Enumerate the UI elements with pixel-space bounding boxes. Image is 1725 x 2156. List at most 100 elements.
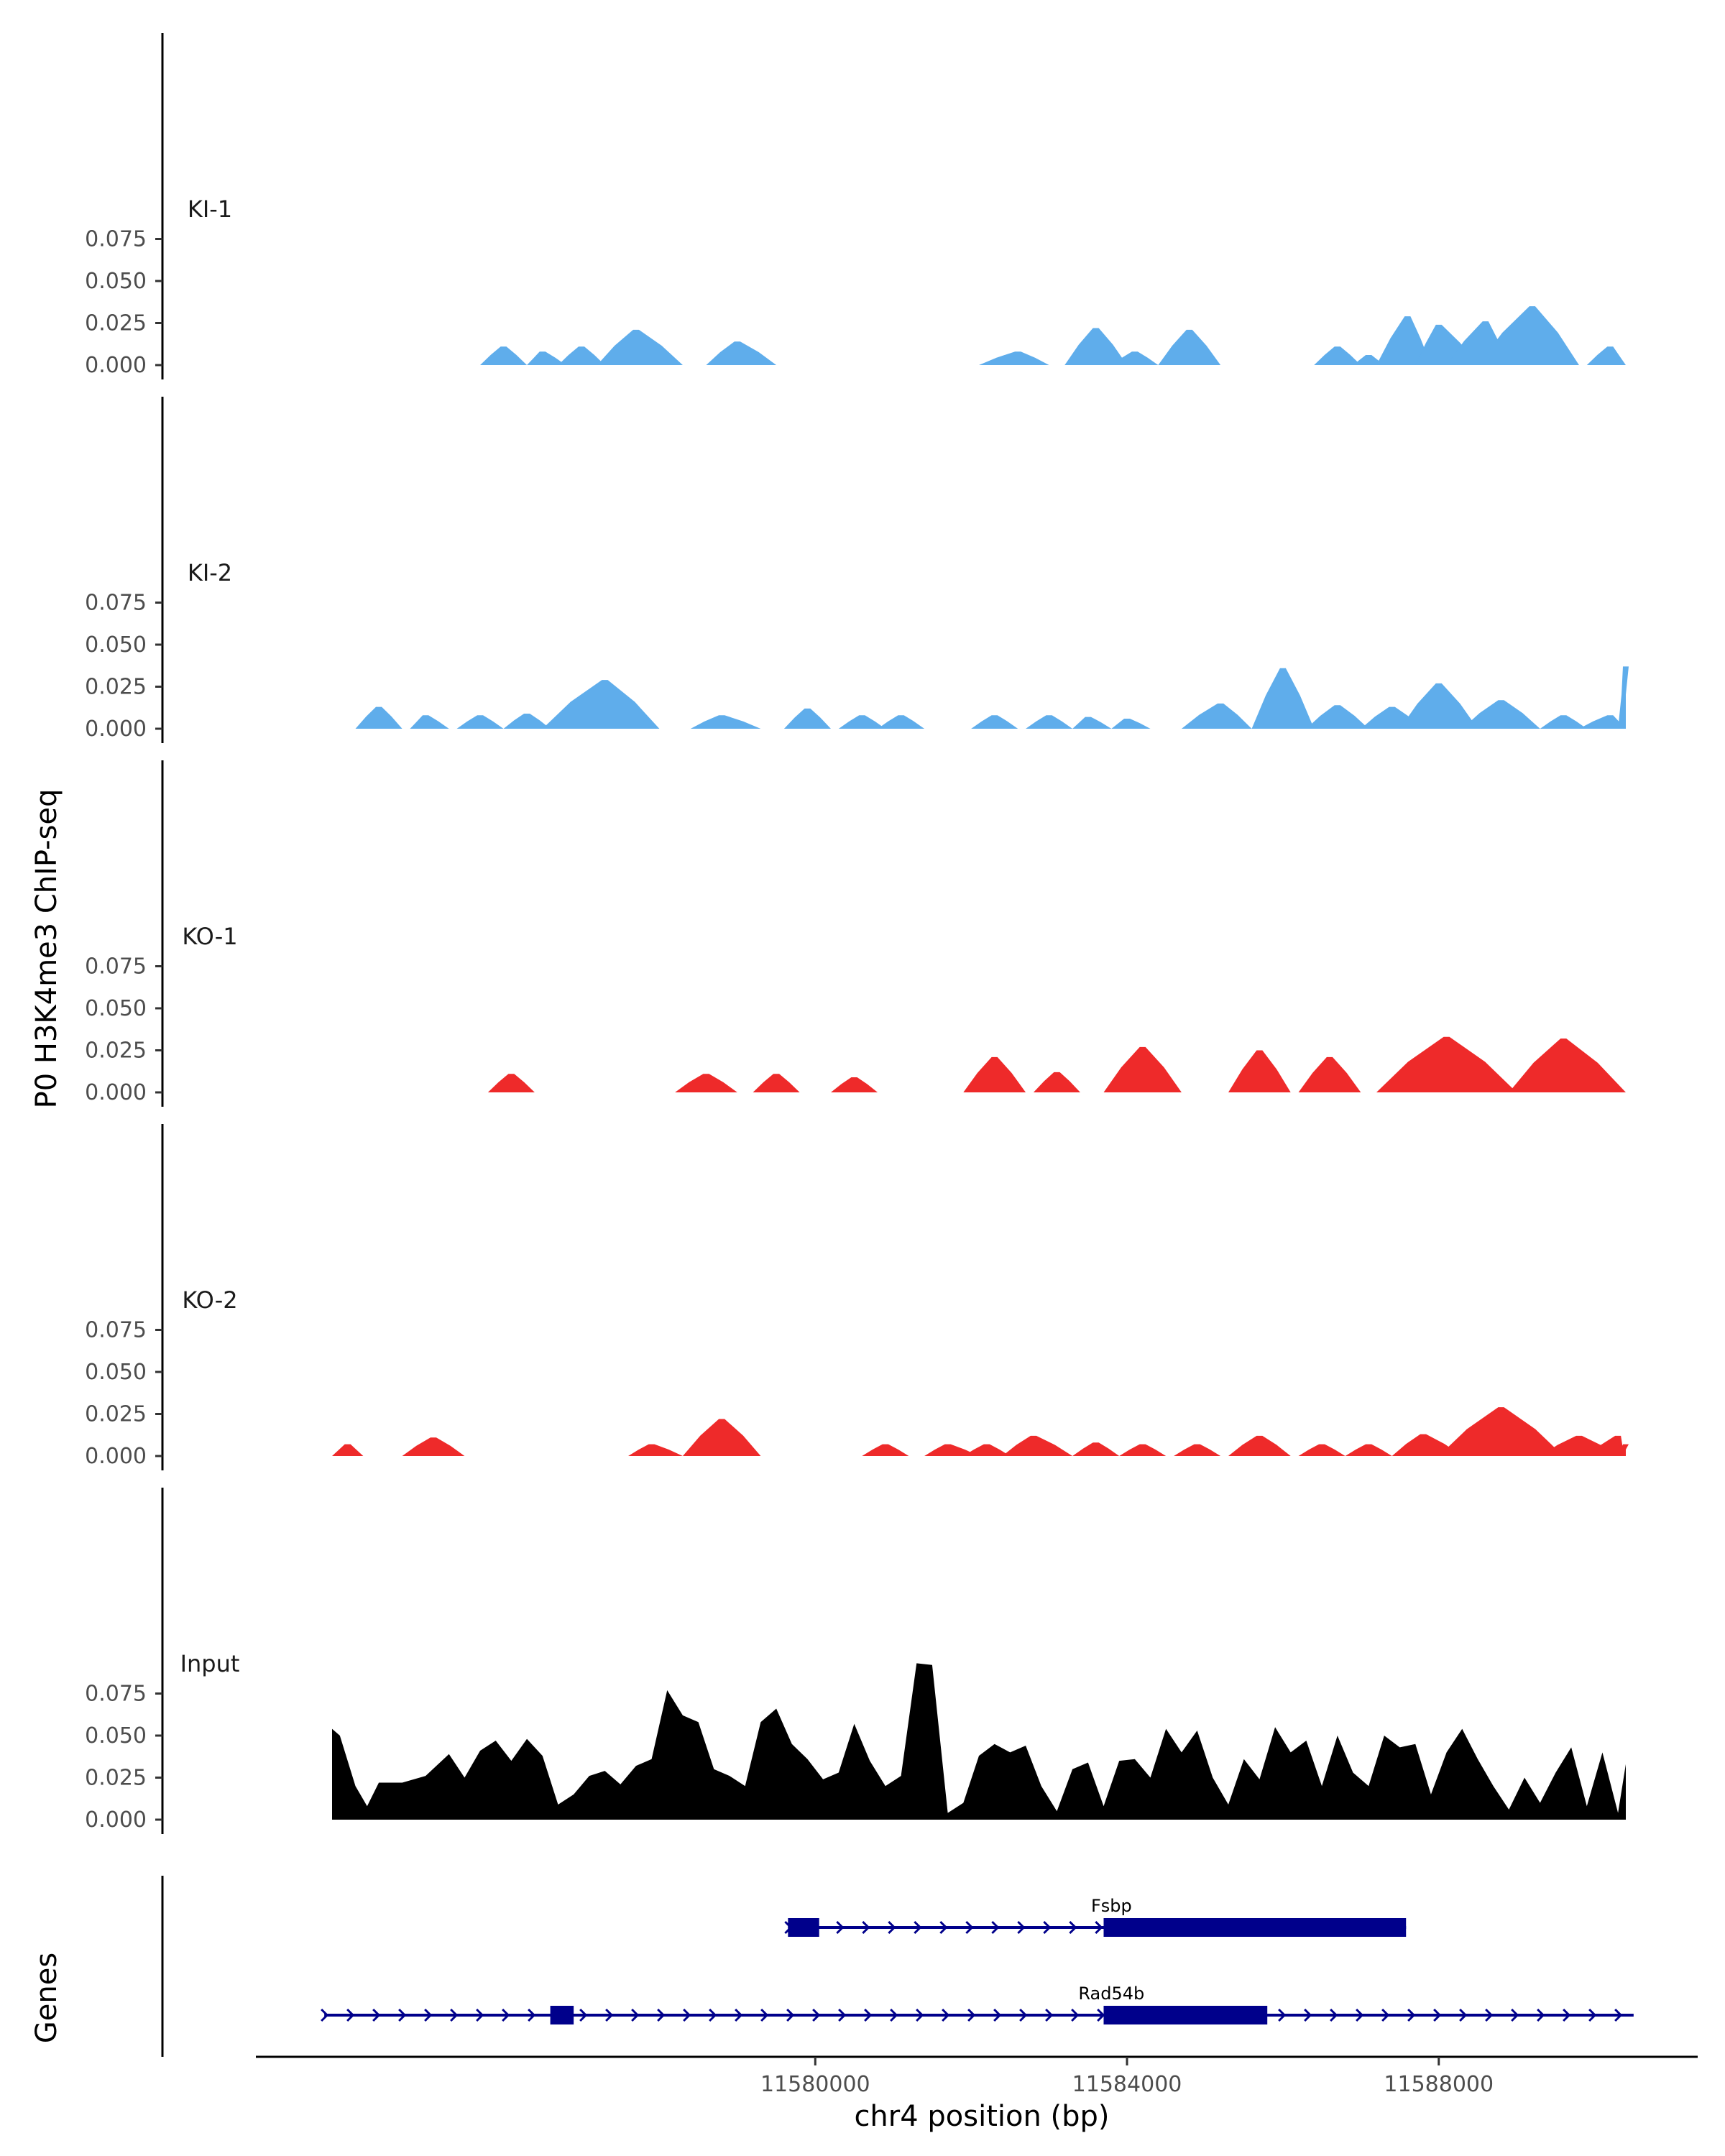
y-axis-title: P0 H3K4me3 ChIP-seq [30,789,63,1109]
peak [410,715,449,729]
peak [1119,1444,1167,1456]
peak [1228,1435,1291,1456]
peak [1228,1050,1291,1092]
strand-arrow [1459,2008,1468,2022]
track-label: KO-1 [182,923,237,950]
strand-arrow [1511,2008,1519,2022]
strand-arrow [605,2008,614,2022]
strand-arrow [1433,2008,1442,2022]
y-tick-label: 0.075 [85,1318,147,1343]
strand-arrow [760,2008,769,2022]
peak [1618,1444,1629,1456]
strand-arrow [735,2008,743,2022]
strand-arrow [1045,2008,1054,2022]
y-tick-label: 0.025 [85,311,147,336]
peak [783,708,831,729]
strand-arrow [372,2008,381,2022]
y-tick-label: 0.025 [85,1038,147,1064]
strand-arrow [1330,2008,1338,2022]
y-tick-label: 0.050 [85,269,147,294]
peak [963,1444,1011,1456]
peak [1399,683,1478,729]
peak [628,1444,683,1456]
peak [1345,1444,1392,1456]
strand-arrow [1485,2008,1494,2022]
strand-arrow [1381,2008,1390,2022]
y-tick-label: 0.075 [85,1682,147,1707]
strand-arrow [1588,2008,1597,2022]
input-signal-area [332,1663,1626,1820]
peak [1578,715,1626,729]
gene-label: Fsbp [1091,1896,1132,1916]
strand-arrow [579,2008,588,2022]
gene-exon [1103,1918,1407,1937]
peak [1111,718,1151,729]
peak [675,1074,737,1092]
peak [1111,351,1159,365]
peak [862,1444,909,1456]
peak [1298,1056,1361,1092]
peak [355,706,402,729]
strand-arrow [890,2008,898,2022]
peak [878,715,925,729]
peak [402,1437,465,1456]
y-tick-label: 0.050 [85,632,147,658]
tracks-layer: 0.0000.0250.0500.075KI-10.0000.0250.0500… [85,33,1629,1834]
peak [1033,1072,1080,1092]
peak [1586,1435,1626,1456]
peak [1072,1442,1120,1456]
strand-arrow [1407,2008,1416,2022]
gene-rad54b: Rad54b [321,1984,1634,2024]
strand-arrow [398,2008,407,2022]
strand-arrow [1069,1920,1077,1935]
peak [1586,346,1626,365]
peak [830,1077,878,1092]
strand-arrow [657,2008,666,2022]
genes-layer: 11580000 11584000 11588000 Fsbp Rad54b [161,1876,1698,2097]
strand-arrow [916,2008,924,2022]
peak [1477,306,1579,365]
y-tick-label: 0.025 [85,1402,147,1427]
peak [1314,346,1361,365]
strand-arrow [476,2008,484,2022]
strand-arrow [1019,2008,1028,2022]
peak [1181,703,1252,729]
peak [1509,1038,1626,1092]
peak [682,1419,761,1456]
peak [456,715,504,729]
peak [1540,715,1587,729]
track-ki-1: 0.000 0.025 0.050 0.075 KI-1 [85,33,1626,379]
peak [1072,717,1112,729]
y-tick-label: 0.025 [85,1766,147,1791]
peak [1103,1046,1182,1092]
strand-arrow [631,2008,640,2022]
y-tick-label: 0.000 [85,353,147,378]
track-ki-2: 0.000 0.025 0.050 0.075 KI-2 [85,397,1629,743]
y-tick-label: 0.000 [85,1807,147,1833]
peak [1002,1435,1073,1456]
strand-arrow [1095,1920,1103,1935]
genes-axis-title: Genes [30,1953,63,2043]
strand-arrow [1537,2008,1545,2022]
peak [1251,668,1315,729]
peak [706,341,777,365]
track-ko-2: 0.000 0.025 0.050 0.075 KO-2 [85,1124,1629,1470]
y-tick-label: 0.075 [85,227,147,252]
strand-arrow [991,1920,1000,1935]
strand-arrow [424,2008,433,2022]
y-tick-label: 0.050 [85,996,147,1021]
strand-arrow [683,2008,691,2022]
peak [690,715,761,729]
strand-arrow [1043,1920,1052,1935]
peak [1174,1444,1221,1456]
peak [1026,715,1073,729]
gene-label: Rad54b [1078,1984,1144,2004]
strand-arrow [502,2008,510,2022]
peak [1158,329,1221,365]
strand-arrow [346,2008,355,2022]
peak [753,1074,800,1092]
strand-arrow [993,2008,1002,2022]
strand-arrow [1304,2008,1312,2022]
peak [1376,316,1431,365]
